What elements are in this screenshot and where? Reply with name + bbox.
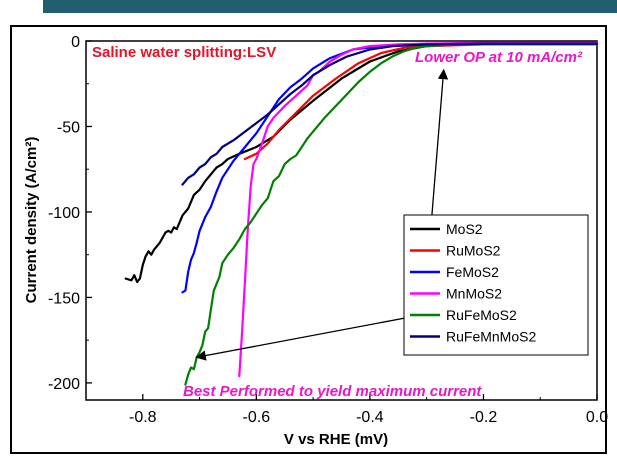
annotation-lower-op: Lower OP at 10 mA/cm² [415, 49, 583, 66]
y-tick-label: -100 [48, 205, 80, 222]
plot-area [85, 40, 598, 401]
header-banner [43, 0, 617, 13]
y-axis-label: Current density (A/cm²) [23, 137, 40, 304]
legend-label: RuFeMnMoS2 [446, 329, 536, 345]
legend-label: FeMoS2 [446, 264, 499, 280]
y-tick-label: 0 [71, 34, 80, 51]
annotation-saline-water: Saline water splitting:LSV [92, 44, 276, 61]
legend-label: RuFeMoS2 [446, 307, 517, 323]
axis-ticks: -0.8 -0.6 -0.4 -0.2 0.0 0 -50 -100 -150 -200 [48, 34, 608, 426]
series-line-rufemnmos2 [181, 42, 599, 186]
legend: MoS2 RuMoS2 FeMoS2 MnMoS2 RuFeMoS2 RuFeMnMoS2 [403, 214, 589, 356]
series-layer [124, 41, 599, 386]
y-tick-label: -150 [48, 290, 80, 307]
figure-frame [10, 25, 607, 454]
series-line-mnmos2 [238, 41, 599, 378]
series-line-mos2 [124, 41, 599, 284]
y-tick-label: -50 [57, 119, 80, 136]
x-tick-label: -0.2 [470, 409, 498, 426]
series-line-rufemos2 [184, 43, 599, 386]
x-tick-label: -0.6 [243, 409, 271, 426]
y-tick-label: -200 [48, 376, 80, 393]
legend-box [403, 214, 589, 356]
annotation-best-performed: Best Performed to yield maximum current [183, 383, 482, 400]
legend-label: MnMoS2 [446, 286, 502, 302]
arrow-to-max-current [195, 313, 424, 361]
x-axis-label: V vs RHE (mV) [284, 431, 388, 448]
x-tick-label: -0.8 [129, 409, 157, 426]
legend-label: RuMoS2 [446, 243, 501, 259]
x-tick-label: -0.4 [356, 409, 384, 426]
x-tick-label: 0.0 [586, 409, 608, 426]
legend-label: MoS2 [446, 221, 483, 237]
